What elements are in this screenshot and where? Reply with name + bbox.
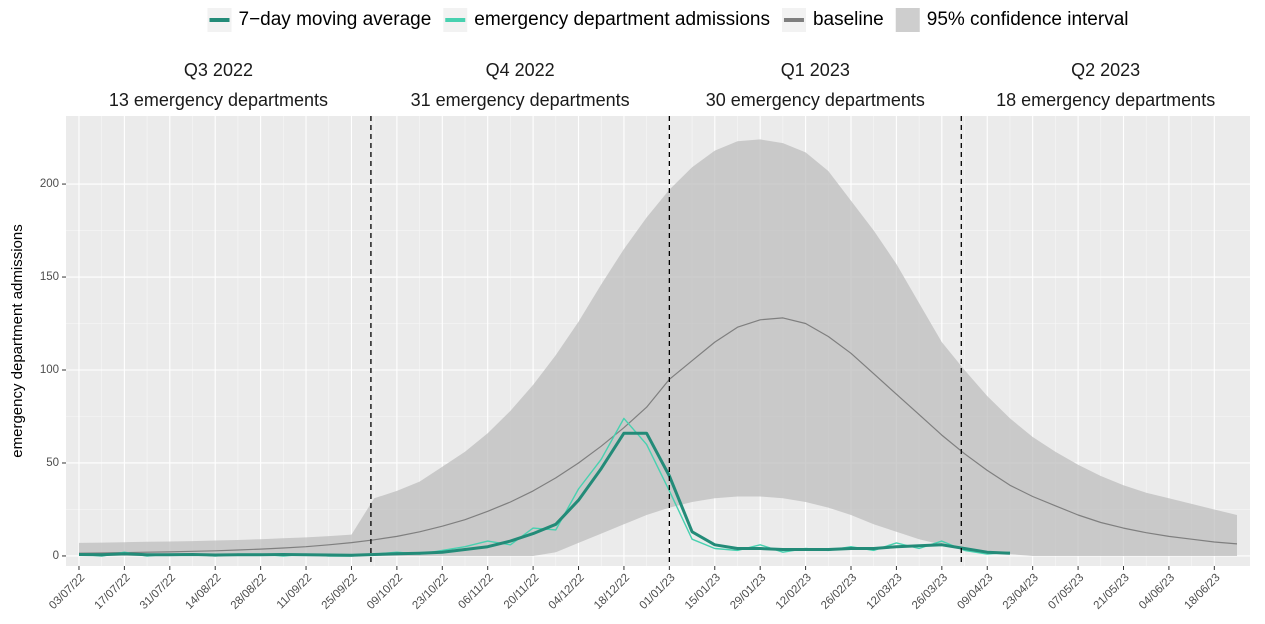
confidence-band bbox=[79, 139, 1237, 556]
x-tick-label: 23/10/22 bbox=[410, 572, 450, 612]
y-tick-label: 150 bbox=[40, 271, 59, 283]
y-axis-label: emergency department admissions bbox=[9, 224, 26, 457]
y-tick-label: 100 bbox=[40, 364, 59, 376]
panel-title: Q1 2023 bbox=[781, 60, 850, 80]
x-tick-label: 17/07/22 bbox=[93, 572, 133, 612]
x-tick-label: 26/03/23 bbox=[910, 572, 950, 612]
x-tick-label: 29/01/23 bbox=[728, 572, 768, 612]
x-tick-label: 18/12/22 bbox=[592, 572, 632, 612]
legend-key bbox=[895, 8, 920, 32]
series-line bbox=[78, 431, 1011, 557]
series-line bbox=[78, 317, 1238, 554]
x-tick-label: 04/06/23 bbox=[1137, 572, 1177, 612]
x-tick-label: 23/04/23 bbox=[1001, 572, 1041, 612]
x-tick-label: 15/01/23 bbox=[683, 572, 723, 612]
x-tick-label: 12/02/23 bbox=[774, 572, 814, 612]
legend-label: 7−day moving average bbox=[239, 9, 432, 30]
panel-title: Q3 2022 bbox=[184, 60, 253, 80]
panel-subtitle: 18 emergency departments bbox=[996, 90, 1215, 110]
panel-title: Q2 2023 bbox=[1071, 60, 1140, 80]
x-tick-label: 25/09/22 bbox=[320, 572, 360, 612]
x-tick-label: 04/12/22 bbox=[547, 572, 587, 612]
x-tick-label: 06/11/22 bbox=[456, 572, 496, 612]
x-tick-label: 01/01/23 bbox=[637, 572, 677, 612]
x-tick-label: 07/05/23 bbox=[1046, 572, 1086, 612]
x-tick-label: 12/03/23 bbox=[865, 572, 905, 612]
legend-label: baseline bbox=[813, 9, 884, 30]
legend-label: 95% confidence interval bbox=[927, 9, 1129, 30]
panel-subtitle: 30 emergency departments bbox=[706, 90, 925, 110]
x-tick-label: 20/11/22 bbox=[502, 572, 542, 612]
x-tick-label: 26/02/23 bbox=[819, 572, 859, 612]
panel-title: Q4 2022 bbox=[486, 60, 555, 80]
x-tick-label: 03/07/22 bbox=[47, 572, 87, 612]
x-tick-label: 14/08/22 bbox=[183, 572, 223, 612]
legend-label: emergency department admissions bbox=[474, 9, 770, 30]
x-tick-label: 31/07/22 bbox=[138, 572, 178, 612]
x-tick-label: 09/04/23 bbox=[955, 572, 995, 612]
panel-subtitle: 31 emergency departments bbox=[411, 90, 630, 110]
x-tick-label: 09/10/22 bbox=[365, 572, 405, 612]
y-tick-label: 50 bbox=[46, 457, 59, 469]
x-tick-label: 18/06/23 bbox=[1182, 572, 1222, 612]
y-tick-label: 0 bbox=[53, 550, 59, 562]
x-tick-label: 28/08/22 bbox=[229, 572, 269, 612]
x-tick-label: 11/09/22 bbox=[275, 572, 315, 612]
x-tick-label: 21/05/23 bbox=[1092, 572, 1132, 612]
panel-subtitle: 13 emergency departments bbox=[109, 90, 328, 110]
legend: 7−day moving average emergency department… bbox=[207, 8, 1129, 32]
y-tick-label: 200 bbox=[40, 178, 59, 190]
